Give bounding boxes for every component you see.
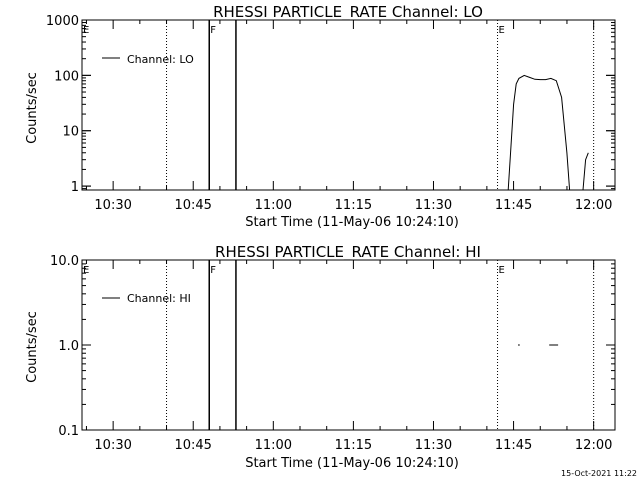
event-marker-label: E <box>499 25 505 36</box>
x-tick-label: 11:30 <box>415 438 452 453</box>
x-tick-label: 11:00 <box>255 198 292 213</box>
y-tick-label: 1000 <box>46 14 79 29</box>
legend-label: Channel: HI <box>127 292 191 305</box>
x-tick-label: 10:30 <box>94 438 131 453</box>
y-tick-label: 10.0 <box>50 254 79 269</box>
event-marker-label: F <box>210 265 216 276</box>
x-tick-label: 11:15 <box>335 198 372 213</box>
y-tick-label: 0.1 <box>58 424 79 439</box>
plot-frame <box>81 259 616 431</box>
plot-frame <box>81 19 616 191</box>
x-tick-label: 10:45 <box>174 198 211 213</box>
panel-lo: RHESSI PARTICLE_RATE Channel: LO Start T… <box>25 3 616 230</box>
x-tick-label: 11:00 <box>255 438 292 453</box>
x-tick-label: 10:30 <box>94 198 131 213</box>
x-tick-label: 11:45 <box>495 198 532 213</box>
y-tick-label: 100 <box>54 69 79 84</box>
legend-label: Channel: LO <box>127 53 194 66</box>
chart-title: RHESSI PARTICLE_RATE Channel: HI <box>215 243 481 262</box>
x-tick-label: 12:00 <box>575 198 612 213</box>
timestamp: 15-Oct-2021 11:22 <box>561 469 637 478</box>
series-line <box>582 152 589 191</box>
x-tick-label: 10:45 <box>174 438 211 453</box>
corner-mark: E <box>83 25 89 36</box>
series-line <box>507 74 571 191</box>
x-tick-label: 12:00 <box>575 438 612 453</box>
chart-title: RHESSI PARTICLE_RATE Channel: LO <box>213 3 483 22</box>
y-axis-label: Counts/sec <box>25 311 40 383</box>
y-axis-label: Counts/sec <box>25 72 40 144</box>
event-marker-label: E <box>499 265 505 276</box>
event-marker-label: F <box>210 25 216 36</box>
x-tick-label: 11:30 <box>415 198 452 213</box>
y-tick-label: 10 <box>62 125 79 140</box>
x-tick-label: 11:15 <box>335 438 372 453</box>
y-tick-label: 1.0 <box>58 339 79 354</box>
y-tick-label: 1 <box>71 180 79 195</box>
x-tick-label: 11:45 <box>495 438 532 453</box>
x-axis-label: Start Time (11-May-06 10:24:10) <box>245 215 459 230</box>
x-axis-label: Start Time (11-May-06 10:24:10) <box>245 456 459 471</box>
corner-mark: E <box>83 265 89 276</box>
panel-hi: RHESSI PARTICLE_RATE Channel: HI Start T… <box>25 243 616 471</box>
